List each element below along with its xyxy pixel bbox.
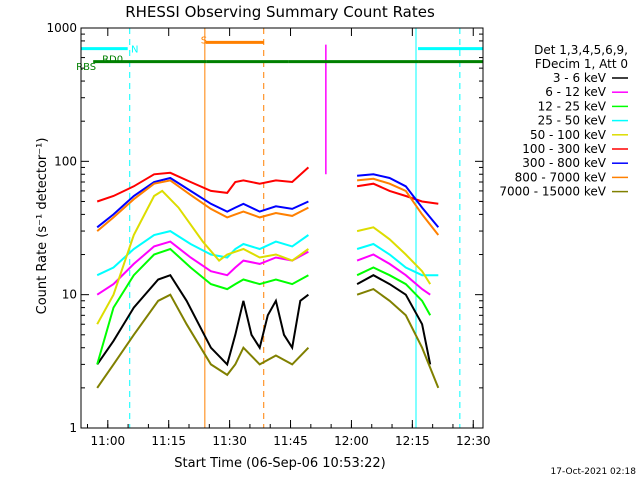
flag-label-n: N: [131, 45, 138, 56]
series-line-800-7000-kev-after-gap: [357, 177, 440, 236]
plot-frame: [80, 27, 484, 429]
x-tick-label-12-30: 12:30: [456, 434, 491, 448]
y-tick-label-1000: 1000: [46, 21, 77, 35]
legend-label-800-7000-kev: 800 - 7000 keV: [515, 170, 607, 184]
series-line-100-300-kev-after-gap: [356, 182, 439, 205]
x-tick-label-11-30: 11:30: [212, 434, 247, 448]
x-tick-label-11-15: 11:15: [151, 434, 186, 448]
x-axis-label: Start Time (06-Sep-06 10:53:22): [174, 456, 385, 471]
legend-label-7000-15000-kev: 7000 - 15000 keV: [499, 185, 606, 199]
y-tick-label-1: 1: [69, 421, 77, 435]
flag-label-rd0: RD0: [102, 55, 123, 66]
legend-label-3-6-kev: 3 - 6 keV: [553, 71, 607, 85]
y-tick-label-10: 10: [62, 288, 77, 302]
series-line-300-800-kev: [96, 176, 309, 229]
flag-label-rbs: RBS: [76, 62, 96, 73]
legend-header-line-2: FDecim 1, Att 0: [535, 57, 628, 71]
series-line-12-25-kev: [96, 247, 309, 365]
series-line-7000-15000-kev: [96, 293, 310, 389]
footer-timestamp: 17-Oct-2021 02:18: [551, 467, 637, 477]
series-line-50-100-kev-after-gap: [356, 226, 432, 285]
legend-label-300-800-kev: 300 - 800 keV: [522, 156, 606, 170]
legend-label-12-25-kev: 12 - 25 keV: [538, 99, 607, 113]
series-line-6-12-kev-after-gap: [356, 253, 431, 296]
series-line-6-12-kev: [96, 240, 309, 296]
series-line-3-6-kev: [96, 273, 310, 367]
legend-label-100-300-kev: 100 - 300 keV: [522, 142, 606, 156]
series-line-7000-15000-kev-after-gap: [356, 287, 440, 389]
legend-label-6-12-kev: 6 - 12 keV: [545, 85, 607, 99]
legend: Det 1,3,4,5,6,9, FDecim 1, Att 0 3 - 6 k…: [499, 43, 628, 199]
series-line-800-7000-kev: [96, 179, 309, 232]
series-line-12-25-kev-after-gap: [356, 266, 432, 316]
series-line-50-100-kev: [96, 189, 309, 325]
legend-label-25-50-kev: 25 - 50 keV: [538, 114, 607, 128]
x-tick-label-11-00: 11:00: [91, 434, 126, 448]
plot-area: 1 10 100 1000 11:00 11:15 11:30 11:45 12:00 12:15…: [46, 21, 490, 448]
flag-label-s: S: [201, 35, 207, 46]
x-tick-label-12-15: 12:15: [395, 434, 430, 448]
series-line-300-800-kev-after-gap: [357, 173, 440, 228]
x-tick-label-11-45: 11:45: [273, 434, 308, 448]
series-line-3-6-kev-after-gap: [356, 274, 432, 365]
y-axis-label: Count Rate (s⁻¹ detector⁻¹): [35, 138, 50, 315]
series-line-100-300-kev: [96, 166, 310, 203]
series-line-25-50-kev: [96, 230, 309, 277]
x-tick-label-12-00: 12:00: [334, 434, 369, 448]
legend-header-line-1: Det 1,3,4,5,6,9,: [534, 43, 628, 57]
y-tick-label-100: 100: [54, 154, 77, 168]
chart-title: RHESSI Observing Summary Count Rates: [125, 3, 435, 21]
legend-label-50-100-kev: 50 - 100 keV: [530, 128, 607, 142]
